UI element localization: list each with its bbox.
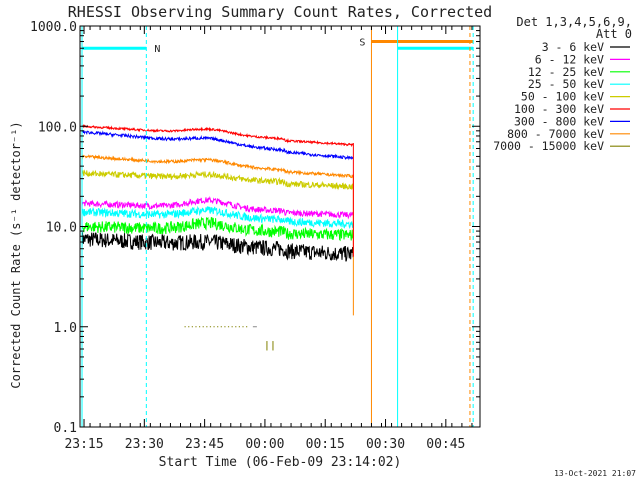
legend-header-line2: Att 0 [596,27,632,41]
x-tick-label-4: 00:15 [306,437,345,452]
series-line-4 [81,169,354,191]
series-8-point [206,326,208,328]
x-axis-label: Start Time (06-Feb-09 23:14:02) [159,455,402,470]
plot-area: N S 0.1 1.0 10.0 100.0 1000.0 23:15 23:30 23:45 00… [30,20,481,452]
legend-label-0: 3 - 6 keV [542,40,604,54]
y-tick-label-2: 10.0 [46,221,77,236]
series-8-point [235,326,237,328]
flag-label-N: N [154,44,160,55]
y-tick-label-0: 0.1 [54,421,77,436]
series-line-3 [81,205,354,229]
series-8-point [220,326,222,328]
series-line-6 [81,129,354,161]
series-8-point [224,326,226,328]
series-line-7 [81,154,354,179]
series-line-1 [81,196,354,220]
series-8-point [231,326,233,328]
series-line-5 [81,124,354,148]
series-8-point [184,326,186,328]
legend-label-3: 25 - 50 keV [528,77,604,91]
x-tick-label-2: 23:45 [185,437,224,452]
series-8-point [242,326,244,328]
y-tick-label-1: 1.0 [54,321,77,336]
series-8-point [198,326,201,328]
series-8-point [227,326,230,328]
legend-header-line1: Det 1,3,4,5,6,9, [516,15,632,29]
x-tick-label-3: 00:00 [245,437,284,452]
legend-label-1: 6 - 12 keV [535,52,604,66]
series-8-point [209,326,212,328]
series-8-point [202,326,204,328]
legend-label-4: 50 - 100 keV [521,90,604,104]
x-tick-label-6: 00:45 [426,437,465,452]
series-8-point [246,326,248,328]
x-tick-label-1: 23:30 [125,437,164,452]
series-8-point [213,326,215,328]
series-8-point [238,326,240,328]
footer-timestamp: 13-Oct-2021 21:07 [554,469,636,478]
legend-label-6: 300 - 800 keV [514,114,604,128]
series-line-2 [81,216,354,242]
chart-title: RHESSI Observing Summary Count Rates, Co… [68,3,492,21]
y-axis-label: Corrected Count Rate (s⁻¹ detector⁻¹) [9,121,23,388]
legend-label-7: 800 - 7000 keV [507,127,604,141]
legend-label-8: 7000 - 15000 keV [493,139,604,153]
x-tick-label-0: 23:15 [64,437,103,452]
series-line-0 [81,232,354,262]
series-8-point [195,326,197,328]
series-8-point [188,326,190,328]
flag-label-S: S [359,38,365,49]
y-tick-label-3: 100.0 [38,120,77,135]
legend-label-5: 100 - 300 keV [514,102,604,116]
series-8-point [191,326,193,328]
x-tick-label-5: 00:30 [366,437,405,452]
y-tick-label-4: 1000.0 [30,20,77,35]
legend-label-2: 12 - 25 keV [528,65,604,79]
series-8-point [217,326,219,328]
